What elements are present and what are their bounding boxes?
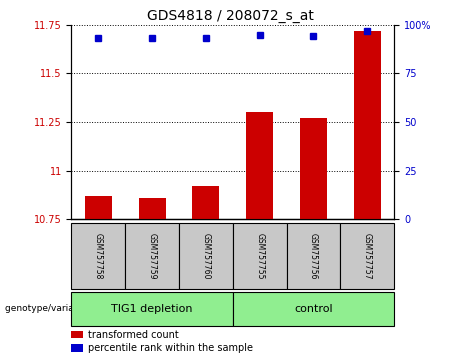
Text: transformed count: transformed count — [88, 330, 178, 339]
Text: percentile rank within the sample: percentile rank within the sample — [88, 343, 253, 353]
Bar — [139, 198, 165, 219]
Text: GSM757755: GSM757755 — [255, 233, 264, 279]
Text: GDS4818 / 208072_s_at: GDS4818 / 208072_s_at — [147, 9, 314, 23]
Bar — [354, 30, 381, 219]
Bar — [193, 187, 219, 219]
Text: control: control — [294, 304, 333, 314]
Text: GSM757757: GSM757757 — [363, 233, 372, 279]
Text: genotype/variation ▶: genotype/variation ▶ — [5, 304, 100, 313]
Text: TIG1 depletion: TIG1 depletion — [112, 304, 193, 314]
Bar — [300, 118, 327, 219]
Text: GSM757758: GSM757758 — [94, 233, 103, 279]
Bar — [246, 112, 273, 219]
Bar — [85, 196, 112, 219]
Text: GSM757760: GSM757760 — [201, 233, 210, 279]
Text: GSM757759: GSM757759 — [148, 233, 157, 279]
Text: GSM757756: GSM757756 — [309, 233, 318, 279]
